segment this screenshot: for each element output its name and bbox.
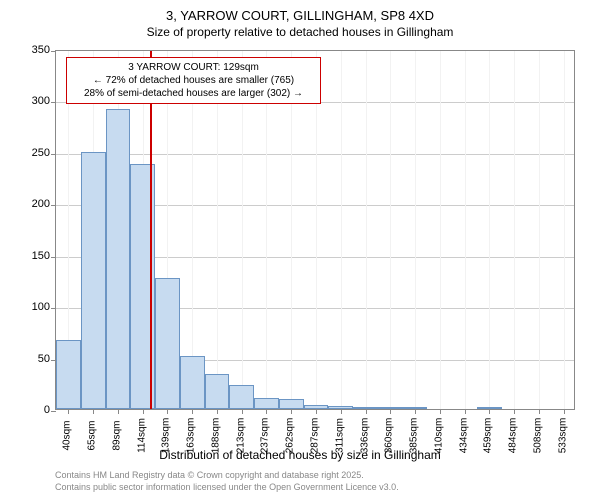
- chart-title: 3, YARROW COURT, GILLINGHAM, SP8 4XD: [0, 0, 600, 23]
- chart-subtitle: Size of property relative to detached ho…: [0, 23, 600, 39]
- x-tick-label: 114sqm: [136, 416, 147, 456]
- y-tick-label: 150: [10, 250, 50, 262]
- histogram-bar: [254, 398, 279, 409]
- y-tick-label: 250: [10, 147, 50, 159]
- y-tick-label: 100: [10, 301, 50, 313]
- x-tick-label: 385sqm: [409, 416, 420, 456]
- x-tick-label: 410sqm: [433, 416, 444, 456]
- x-tick-label: 287sqm: [310, 416, 321, 456]
- x-tick-label: 434sqm: [458, 416, 469, 456]
- gridline: [56, 154, 574, 155]
- histogram-bar: [205, 374, 230, 409]
- x-tick-label: 533sqm: [557, 416, 568, 456]
- annotation-line: ← 72% of detached houses are smaller (76…: [72, 74, 315, 87]
- x-tick-label: 459sqm: [483, 416, 494, 456]
- x-tick-label: 484sqm: [508, 416, 519, 456]
- x-tick-label: 139sqm: [161, 416, 172, 456]
- x-tick-label: 213sqm: [235, 416, 246, 456]
- x-tick-label: 40sqm: [62, 416, 73, 456]
- histogram-bar: [180, 356, 205, 409]
- footer-text-2: Contains public sector information licen…: [55, 482, 399, 492]
- marker-line: [150, 51, 152, 409]
- histogram-bar: [279, 399, 304, 409]
- x-tick-label: 163sqm: [186, 416, 197, 456]
- x-tick-label: 336sqm: [359, 416, 370, 456]
- y-tick-label: 350: [10, 44, 50, 56]
- x-tick-label: 360sqm: [384, 416, 395, 456]
- y-tick-label: 50: [10, 353, 50, 365]
- x-tick-label: 508sqm: [532, 416, 543, 456]
- histogram-bar: [229, 385, 254, 409]
- y-tick-label: 200: [10, 198, 50, 210]
- histogram-bar: [155, 278, 180, 409]
- histogram-bar: [81, 152, 106, 409]
- annotation-line: 28% of semi-detached houses are larger (…: [72, 87, 315, 100]
- histogram-bar: [106, 109, 131, 409]
- y-tick-label: 0: [10, 404, 50, 416]
- y-tick-label: 300: [10, 95, 50, 107]
- plot-area: 3 YARROW COURT: 129sqm← 72% of detached …: [55, 50, 575, 410]
- x-tick-label: 188sqm: [210, 416, 221, 456]
- footer-text-1: Contains HM Land Registry data © Crown c…: [55, 470, 364, 480]
- annotation-box: 3 YARROW COURT: 129sqm← 72% of detached …: [66, 57, 321, 104]
- annotation-line: 3 YARROW COURT: 129sqm: [72, 61, 315, 74]
- histogram-bar: [56, 340, 81, 409]
- x-tick-label: 89sqm: [111, 416, 122, 456]
- x-tick-label: 311sqm: [334, 416, 345, 456]
- x-tick-label: 65sqm: [87, 416, 98, 456]
- x-tick-label: 262sqm: [285, 416, 296, 456]
- x-tick-label: 237sqm: [260, 416, 271, 456]
